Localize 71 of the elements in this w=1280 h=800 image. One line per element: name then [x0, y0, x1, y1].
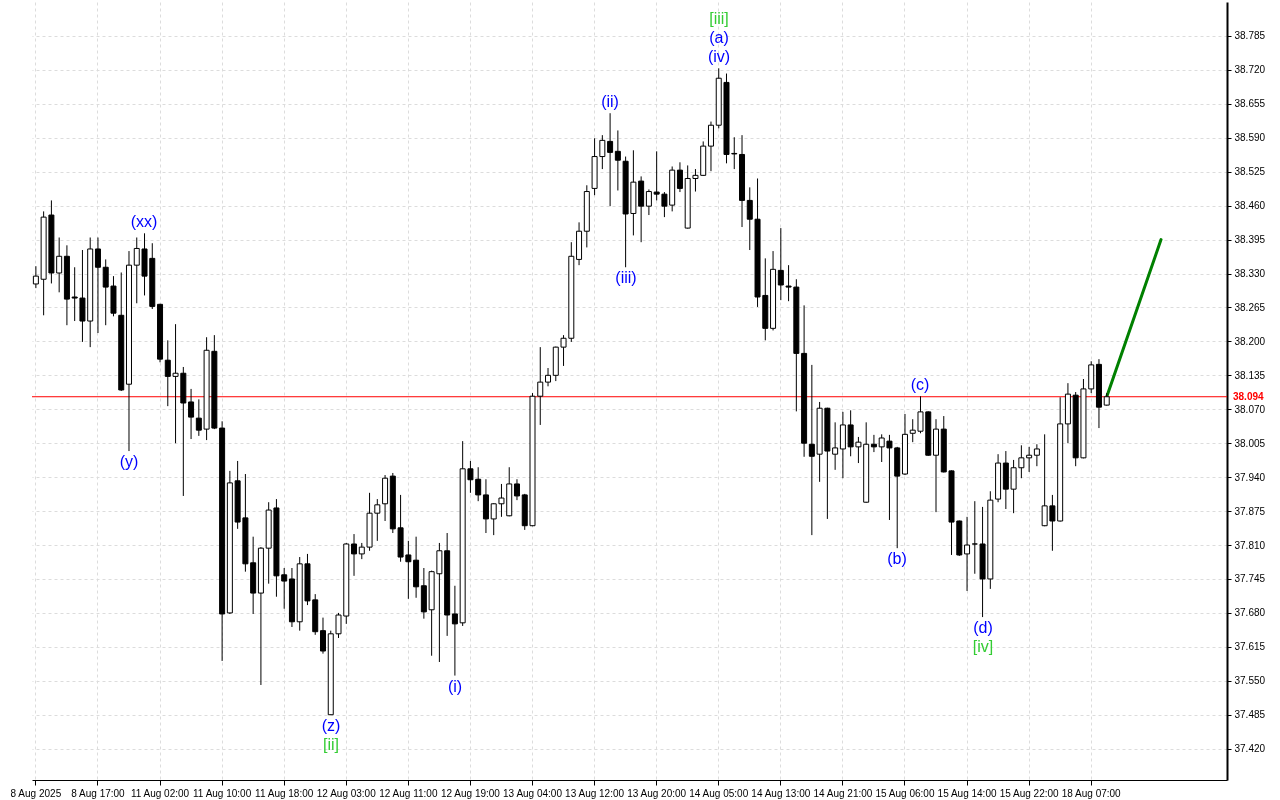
candlestick [94, 236, 101, 334]
y-tick-label: 38.005 [1234, 437, 1266, 449]
annotation: [iii] [709, 10, 729, 27]
x-tick-label: 12 Aug 11:00 [379, 787, 438, 799]
x-tick-label: 11 Aug 02:00 [130, 787, 190, 799]
annotation: (z) [321, 717, 341, 734]
candlestick [451, 585, 458, 677]
annotation: (c) [910, 376, 930, 393]
y-tick-label: 38.525 [1234, 166, 1266, 178]
candlestick [707, 121, 714, 172]
candlestick [964, 516, 971, 592]
annotation: [ii] [323, 736, 339, 753]
y-tick-label: 38.330 [1234, 268, 1266, 280]
candlestick [645, 188, 652, 216]
x-tick-label: 15 Aug 14:00 [937, 787, 997, 799]
annotation: (y) [119, 453, 139, 470]
candlestick [188, 388, 195, 440]
x-tick-label: 14 Aug 05:00 [689, 787, 749, 799]
annotation: [iv] [972, 638, 994, 655]
x-tick-label: 14 Aug 13:00 [751, 787, 811, 799]
y-tick-label: 37.810 [1234, 539, 1266, 551]
y-tick-label: 38.720 [1234, 64, 1266, 76]
x-tick-label: 12 Aug 03:00 [316, 787, 377, 799]
y-tick-label: 38.460 [1234, 200, 1266, 212]
annotation: (iv) [707, 48, 731, 65]
ref-line-label: 38.094 [1233, 390, 1265, 402]
y-tick-label: 38.395 [1234, 234, 1266, 246]
x-tick-label: 13 Aug 20:00 [627, 787, 687, 799]
y-tick-label: 37.875 [1234, 505, 1266, 517]
candlestick [545, 367, 552, 387]
annotation: (ii) [601, 93, 619, 110]
y-tick-label: 37.485 [1234, 709, 1266, 721]
y-tick-label: 38.655 [1234, 98, 1266, 110]
x-tick-label: 13 Aug 04:00 [503, 787, 563, 799]
x-tick-label: 14 Aug 21:00 [813, 787, 873, 799]
candlestick [319, 617, 326, 655]
candlestick [1033, 443, 1040, 467]
annotation: (xx) [130, 213, 158, 230]
annotation: (b) [887, 550, 907, 567]
x-tick-label: 8 Aug 17:00 [71, 787, 126, 799]
y-tick-label: 37.550 [1234, 675, 1266, 687]
y-tick-label: 37.420 [1234, 743, 1266, 755]
y-tick-label: 38.200 [1234, 335, 1266, 347]
x-tick-label: 13 Aug 12:00 [565, 787, 625, 799]
y-tick-label: 38.590 [1234, 132, 1266, 144]
x-tick-label: 15 Aug 22:00 [999, 787, 1060, 799]
x-tick-label: 11 Aug 18:00 [255, 787, 314, 799]
candlestick [351, 533, 358, 577]
x-tick-label: 8 Aug 2025 [10, 787, 62, 799]
candlestick [676, 161, 683, 193]
annotation: (iii) [615, 269, 637, 286]
y-tick-label: 37.745 [1234, 573, 1266, 585]
x-tick-label: 18 Aug 07:00 [1061, 787, 1122, 799]
y-tick-label: 37.615 [1234, 641, 1266, 653]
y-tick-label: 38.070 [1234, 403, 1266, 415]
candlestick [870, 434, 877, 453]
annotation: (i) [447, 678, 463, 695]
x-tick-label: 11 Aug 10:00 [193, 787, 252, 799]
candlestick [614, 129, 621, 191]
candlestick [971, 500, 978, 575]
x-tick-label: 12 Aug 19:00 [440, 787, 501, 799]
candlestick [607, 112, 614, 207]
y-tick-label: 38.265 [1234, 301, 1266, 313]
x-tick-label: 15 Aug 06:00 [875, 787, 935, 799]
y-tick-label: 37.940 [1234, 471, 1266, 483]
y-tick-label: 38.785 [1234, 30, 1266, 42]
y-tick-label: 37.680 [1234, 607, 1266, 619]
annotation: (d) [973, 619, 993, 636]
annotation: (a) [709, 29, 729, 46]
candlestick [513, 478, 520, 501]
y-tick-label: 38.135 [1234, 369, 1266, 381]
